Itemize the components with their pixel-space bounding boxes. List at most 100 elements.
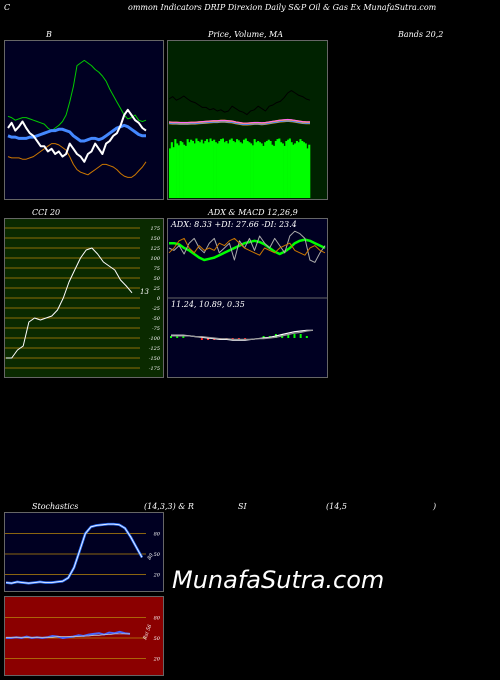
stoch-tick-label: 20 bbox=[153, 572, 161, 578]
volume-bar bbox=[236, 139, 239, 198]
price-volume-panel bbox=[167, 40, 328, 200]
bollinger-title: B bbox=[46, 30, 52, 39]
volume-bar bbox=[280, 142, 283, 198]
cci-tick-label: 75 bbox=[154, 266, 160, 272]
stochastics-frame bbox=[4, 512, 164, 592]
rsi-ma-line bbox=[6, 633, 130, 638]
rsi-close-paren: ) bbox=[433, 502, 437, 511]
volume-bar bbox=[237, 140, 240, 198]
volume-bar bbox=[190, 139, 193, 198]
cci-panel: 175 150 125 100 75 50 25 0 -25 -50 -75 -100 -125 -150… bbox=[4, 218, 164, 378]
price-close-line bbox=[168, 90, 311, 116]
volume-bar bbox=[299, 139, 302, 198]
stochastics-panel: 80 50 20 80 bbox=[4, 512, 164, 592]
adx-macd-title: ADX & MACD 12,26,9 bbox=[208, 208, 298, 217]
volume-bar bbox=[295, 141, 298, 198]
volume-bar bbox=[281, 143, 284, 198]
volume-bar bbox=[181, 142, 184, 198]
volume-bar bbox=[250, 143, 253, 198]
price-ma-line bbox=[168, 119, 310, 124]
volume-bar bbox=[269, 141, 272, 198]
bollinger-frame bbox=[4, 40, 164, 200]
rsi-tick-label: 20 bbox=[153, 656, 161, 662]
cci-tick-label: -150 bbox=[149, 356, 161, 362]
cci-tick-label: 50 bbox=[154, 276, 161, 282]
cci-tick-label: 125 bbox=[150, 246, 160, 252]
cci-current-label: 13 bbox=[140, 288, 149, 296]
stoch-params: (14,3,3) & R bbox=[144, 502, 194, 511]
volume-bar bbox=[276, 139, 279, 198]
volume-bar bbox=[169, 148, 172, 198]
bollinger-lower-line bbox=[7, 143, 147, 178]
bollinger-close-line bbox=[7, 108, 147, 163]
volume-bar bbox=[211, 141, 214, 198]
volume-bar bbox=[265, 141, 268, 198]
cci-tick-label: -175 bbox=[149, 366, 160, 372]
volume-bar bbox=[302, 142, 305, 198]
volume-bar bbox=[308, 144, 311, 198]
adx-plusdi-line bbox=[168, 230, 326, 263]
volume-bar bbox=[264, 142, 267, 198]
volume-bar bbox=[223, 142, 226, 198]
volume-bar bbox=[202, 143, 205, 198]
volume-bar bbox=[243, 139, 246, 198]
volume-bar bbox=[172, 147, 175, 198]
si-title: SI bbox=[238, 502, 247, 511]
rsi-panel: 80 50 20 Rsi 56 bbox=[4, 596, 164, 676]
macd-values: 11.24, 10.89, 0.35 bbox=[171, 300, 245, 309]
watermark: MunafaSutra.com bbox=[172, 566, 385, 594]
volume-bar bbox=[174, 139, 177, 198]
volume-bar bbox=[214, 142, 217, 198]
volume-bar bbox=[287, 139, 290, 198]
adx-macd-panel: ADX: 8.33 +DI: 27.66 -DI: 23.4 11.24, 10… bbox=[167, 218, 328, 378]
price-ma-line bbox=[168, 120, 310, 126]
cci-tick-label: -125 bbox=[149, 346, 160, 352]
volume-bar bbox=[199, 142, 202, 198]
volume-bar bbox=[230, 138, 233, 198]
price-title: Price, Volume, MA bbox=[208, 30, 284, 39]
volume-bar bbox=[197, 141, 200, 198]
volume-bar bbox=[283, 145, 286, 198]
volume-bar bbox=[274, 141, 277, 198]
cci-title: CCI 20 bbox=[32, 208, 61, 217]
rsi-params: (14,5 bbox=[326, 502, 347, 511]
cci-tick-label: 0 bbox=[157, 296, 161, 302]
volume-bar bbox=[200, 139, 203, 198]
cci-tick-label: 150 bbox=[150, 236, 160, 242]
volume-bar bbox=[262, 145, 265, 198]
volume-bar bbox=[177, 145, 180, 198]
volume-bar bbox=[301, 141, 304, 198]
volume-bar bbox=[193, 143, 196, 198]
stoch-d-line bbox=[5, 523, 143, 584]
volume-bar bbox=[253, 139, 256, 198]
volume-bar bbox=[288, 138, 291, 198]
volume-bar bbox=[273, 145, 276, 198]
volume-bar bbox=[191, 141, 194, 198]
cci-tick-label: 100 bbox=[150, 256, 160, 262]
volume-bar bbox=[257, 141, 260, 198]
adx-values: ADX: 8.33 +DI: 27.66 -DI: 23.4 bbox=[171, 220, 297, 229]
macd-signal-line bbox=[171, 329, 314, 341]
volume-bar bbox=[225, 141, 228, 198]
volume-bar bbox=[179, 141, 182, 198]
rsi-chart: 80 50 20 Rsi 56 bbox=[4, 596, 164, 676]
cci-tick-label: 175 bbox=[150, 226, 160, 232]
rsi-current-label: Rsi 56 bbox=[142, 623, 154, 642]
volume-bar bbox=[232, 141, 235, 198]
volume-bar bbox=[278, 138, 281, 198]
volume-bar bbox=[294, 143, 297, 198]
price-ma-band bbox=[168, 118, 310, 126]
rsi-tick-label: 50 bbox=[154, 636, 161, 642]
stoch-title: Stochastics bbox=[32, 502, 79, 511]
volume-bar bbox=[267, 139, 270, 198]
volume-bar bbox=[306, 148, 309, 198]
bollinger-chart bbox=[4, 40, 164, 200]
volume-bar bbox=[188, 142, 191, 198]
volume-bar bbox=[297, 142, 300, 198]
bollinger-upper-line bbox=[7, 59, 147, 132]
volume-bar bbox=[290, 142, 293, 198]
volume-bar bbox=[213, 139, 216, 198]
volume-bar bbox=[258, 142, 261, 198]
cci-tick-label: 25 bbox=[153, 286, 160, 292]
volume-bar bbox=[285, 141, 288, 198]
